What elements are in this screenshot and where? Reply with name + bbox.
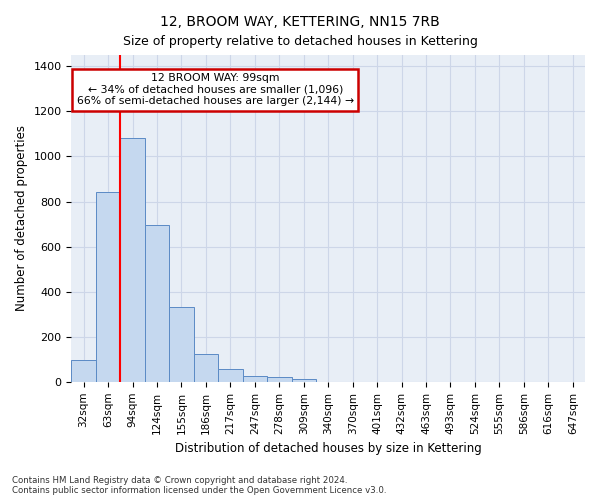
Text: Size of property relative to detached houses in Kettering: Size of property relative to detached ho… (122, 35, 478, 48)
Bar (71, 360, 96, 382)
Text: 12 BROOM WAY: 99sqm
← 34% of detached houses are smaller (1,096)
66% of semi-det: 12 BROOM WAY: 99sqm ← 34% of detached ho… (77, 73, 354, 106)
Y-axis label: Number of detached properties: Number of detached properties (15, 126, 28, 312)
Bar (96, 192, 121, 382)
Bar (242, 376, 267, 382)
Bar (145, 225, 169, 382)
Text: Contains HM Land Registry data © Crown copyright and database right 2024.
Contai: Contains HM Land Registry data © Crown c… (12, 476, 386, 495)
Text: 12, BROOM WAY, KETTERING, NN15 7RB: 12, BROOM WAY, KETTERING, NN15 7RB (160, 15, 440, 29)
Bar (194, 354, 218, 382)
Bar (267, 378, 292, 382)
X-axis label: Distribution of detached houses by size in Kettering: Distribution of detached houses by size … (175, 442, 482, 455)
Bar (121, 138, 145, 382)
Bar (169, 308, 194, 382)
Bar (292, 379, 316, 382)
Bar (218, 370, 242, 382)
